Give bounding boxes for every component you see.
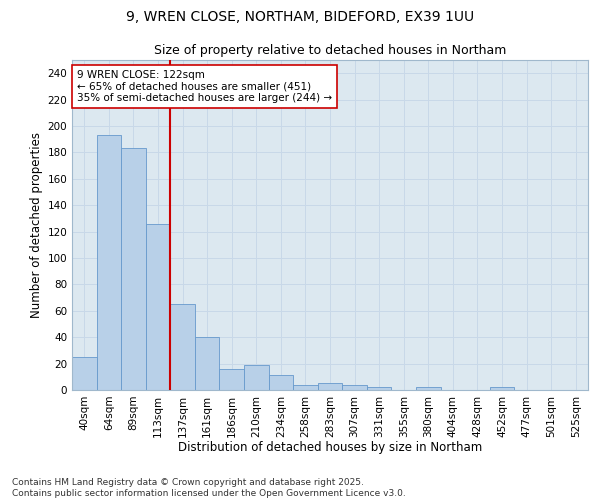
X-axis label: Distribution of detached houses by size in Northam: Distribution of detached houses by size … (178, 441, 482, 454)
Text: Contains HM Land Registry data © Crown copyright and database right 2025.
Contai: Contains HM Land Registry data © Crown c… (12, 478, 406, 498)
Bar (170, 304, 195, 390)
Bar (220, 369, 244, 390)
Bar (416, 388, 440, 390)
Bar (97, 135, 121, 390)
Bar (490, 388, 514, 390)
Bar (195, 337, 220, 390)
Bar (146, 224, 170, 390)
Bar (342, 384, 367, 390)
Text: 9, WREN CLOSE, NORTHAM, BIDEFORD, EX39 1UU: 9, WREN CLOSE, NORTHAM, BIDEFORD, EX39 1… (126, 10, 474, 24)
Bar (121, 148, 146, 390)
Y-axis label: Number of detached properties: Number of detached properties (30, 132, 43, 318)
Bar (269, 376, 293, 390)
Bar (367, 388, 391, 390)
Bar (72, 357, 97, 390)
Text: 9 WREN CLOSE: 122sqm
← 65% of detached houses are smaller (451)
35% of semi-deta: 9 WREN CLOSE: 122sqm ← 65% of detached h… (77, 70, 332, 103)
Bar (318, 384, 342, 390)
Title: Size of property relative to detached houses in Northam: Size of property relative to detached ho… (154, 44, 506, 58)
Bar (244, 365, 269, 390)
Bar (293, 384, 318, 390)
